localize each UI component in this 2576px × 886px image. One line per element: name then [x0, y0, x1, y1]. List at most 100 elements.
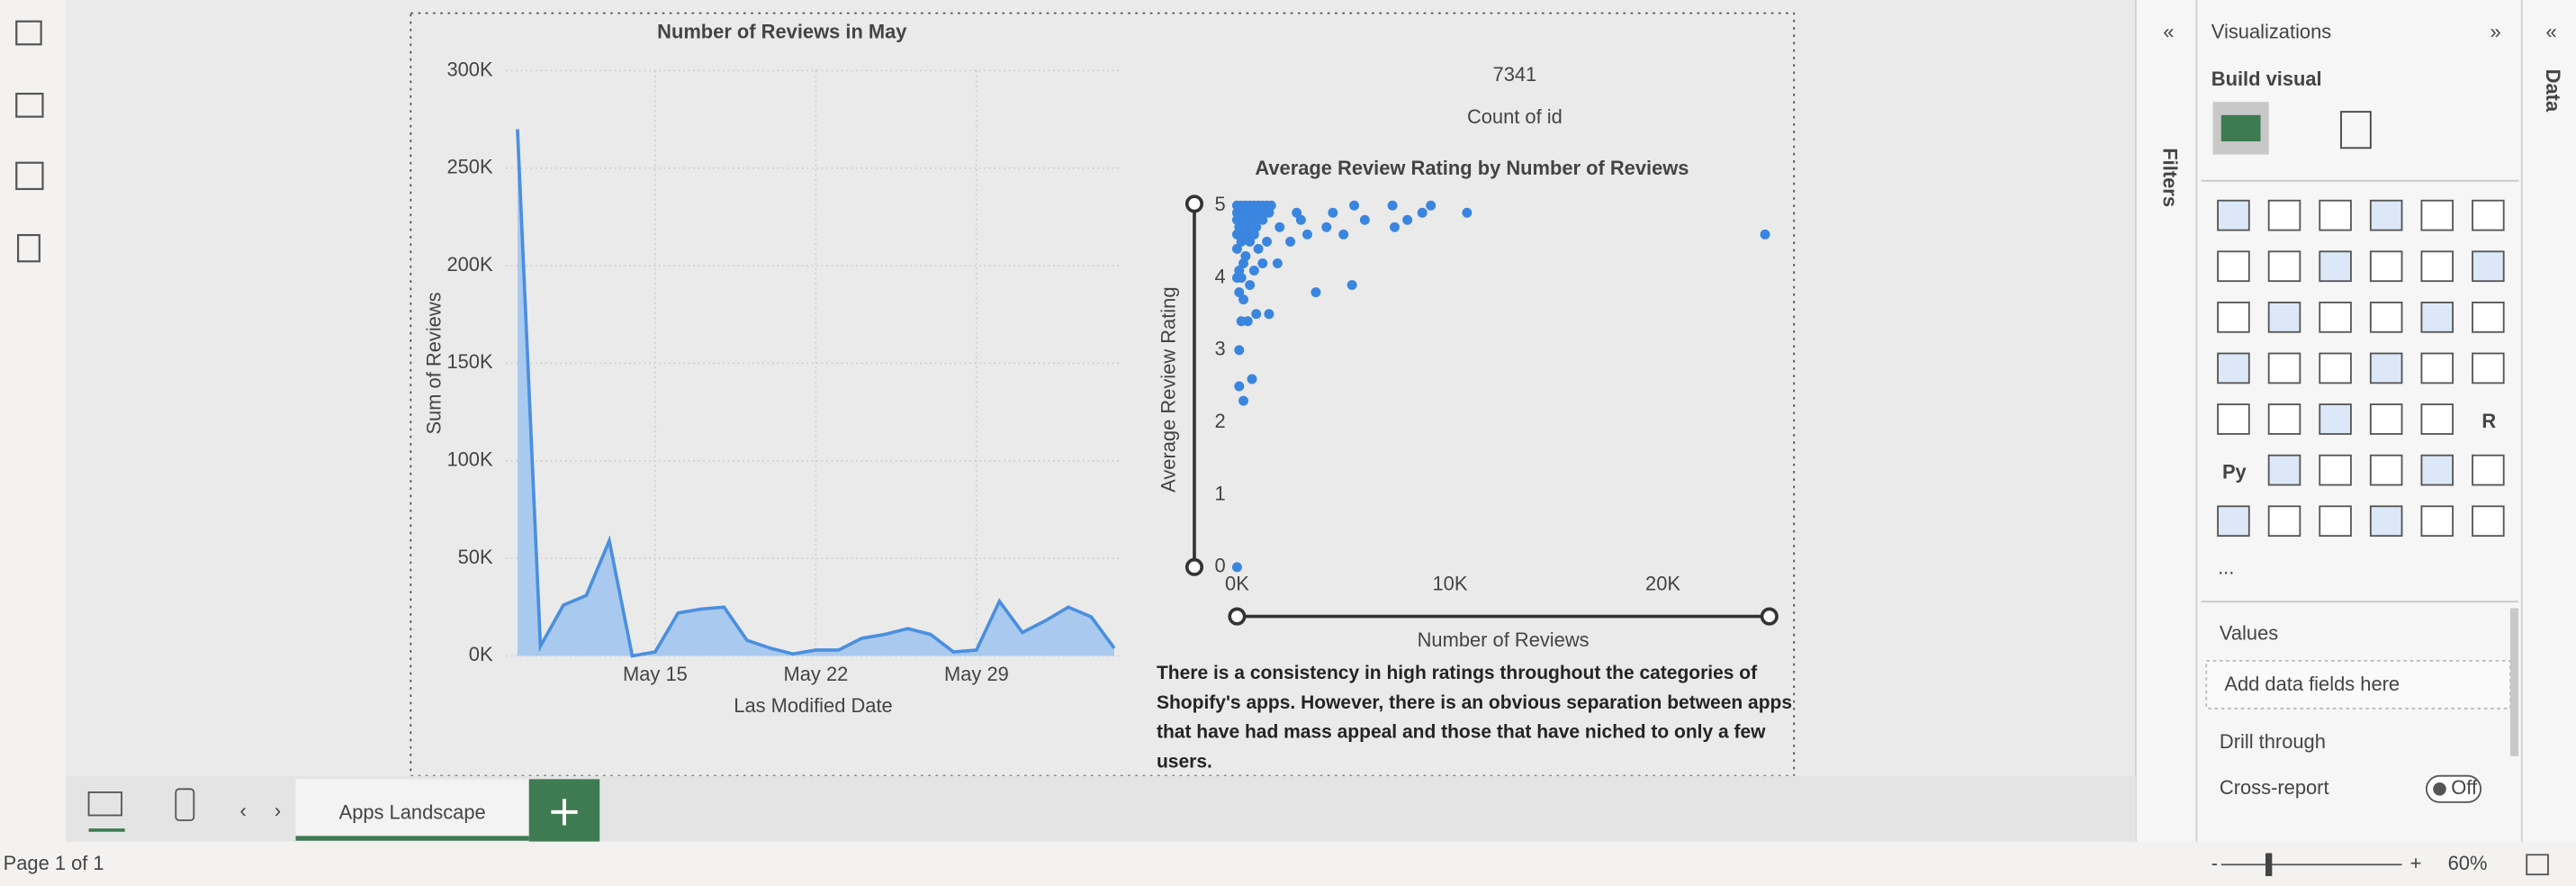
- slider-handle[interactable]: [1760, 607, 1779, 626]
- viz-icon[interactable]: [2369, 199, 2403, 231]
- viz-icon[interactable]: [2217, 301, 2250, 333]
- y-tick-label: 150K: [446, 350, 493, 373]
- slider-handle[interactable]: [1228, 607, 1247, 626]
- viz-icon[interactable]: [2267, 352, 2301, 384]
- viz-icon[interactable]: [2217, 352, 2250, 384]
- viz-icon-label[interactable]: R: [2481, 410, 2496, 432]
- page-tab-label: Apps Landscape: [339, 800, 486, 823]
- tab-scroll-right[interactable]: ›: [275, 800, 281, 822]
- viz-icon[interactable]: [2420, 301, 2454, 333]
- viz-icon[interactable]: [2319, 403, 2352, 435]
- textbox-frame: There is a consistency in high ratings t…: [1157, 664, 1792, 773]
- viz-icon[interactable]: [2217, 250, 2250, 283]
- viz-icon[interactable]: [2319, 352, 2352, 384]
- desktop-view-icon[interactable]: [87, 791, 122, 817]
- viz-icon[interactable]: [2369, 250, 2403, 283]
- scatter-zoom-sliders: [1184, 194, 1779, 626]
- viz-icon[interactable]: [2472, 199, 2505, 231]
- y-tick-label: 0: [1214, 555, 1225, 577]
- viz-icon[interactable]: [2420, 352, 2454, 384]
- viz-icon[interactable]: [2267, 199, 2301, 231]
- scatter-point: [1295, 214, 1306, 225]
- more-visuals[interactable]: ...: [2218, 556, 2234, 578]
- viz-icon[interactable]: [2267, 454, 2301, 486]
- add-fields-hint: Add data fields here: [2224, 673, 2400, 695]
- y-tick-label: 250K: [446, 156, 493, 178]
- viz-icon[interactable]: [2420, 403, 2454, 435]
- dax-view-icon[interactable]: [16, 233, 41, 263]
- scatter-point: [1236, 236, 1247, 247]
- report-view-icon[interactable]: [15, 20, 42, 46]
- y-axis-title: Average Review Rating: [1157, 286, 1179, 492]
- slider-handle[interactable]: [1184, 194, 1203, 213]
- fit-page-icon[interactable]: [2526, 854, 2549, 876]
- drill-through-label: Drill through: [2220, 730, 2326, 753]
- viz-icon[interactable]: [2319, 199, 2352, 231]
- area-fill: [517, 129, 1114, 656]
- values-well[interactable]: [2205, 659, 2511, 710]
- viz-icon[interactable]: [2369, 301, 2403, 333]
- toggle-knob: [2433, 782, 2446, 796]
- viz-icon[interactable]: [2319, 250, 2352, 283]
- viz-icon[interactable]: [2369, 454, 2403, 486]
- zoom-in[interactable]: +: [2410, 852, 2422, 874]
- viz-icon-label[interactable]: Py: [2222, 461, 2247, 484]
- line: [516, 129, 1116, 658]
- viz-icon[interactable]: [2217, 199, 2250, 231]
- tab-scroll-left[interactable]: ‹: [239, 800, 246, 822]
- viz-icon[interactable]: [2472, 301, 2505, 333]
- viz-icon[interactable]: [2420, 199, 2454, 231]
- viz-icon[interactable]: [2420, 250, 2454, 283]
- scrollbar[interactable]: [2509, 608, 2519, 756]
- scatter-point: [1245, 236, 1256, 247]
- viz-icon[interactable]: [2267, 301, 2301, 333]
- scatter-point: [1389, 222, 1400, 232]
- collapse-icon[interactable]: «: [2163, 20, 2174, 42]
- y-tick-label: 100K: [446, 448, 493, 471]
- scatter-point: [1311, 287, 1321, 298]
- viz-icon[interactable]: [2420, 505, 2454, 538]
- data-pane-label[interactable]: Data: [2542, 69, 2564, 113]
- model-view-icon[interactable]: [15, 161, 44, 191]
- viz-icon[interactable]: [2217, 403, 2250, 435]
- table-view-icon[interactable]: [15, 92, 44, 118]
- slider-handle[interactable]: [1184, 557, 1203, 576]
- scatter-point: [1231, 243, 1242, 254]
- toggle-state: Off: [2451, 776, 2478, 799]
- card-value: 7341: [1493, 63, 1537, 86]
- zoom-out[interactable]: -: [2211, 852, 2218, 874]
- format-visual-icon[interactable]: [2340, 111, 2372, 149]
- page-tab[interactable]: [295, 779, 529, 842]
- viz-icon[interactable]: [2267, 505, 2301, 538]
- viz-icon[interactable]: [2267, 250, 2301, 283]
- scatter-point: [1234, 381, 1245, 392]
- cross-report-toggle[interactable]: [2425, 774, 2482, 803]
- viz-icon[interactable]: [2420, 454, 2454, 486]
- viz-icon[interactable]: [2217, 505, 2250, 538]
- y-tick-label: 50K: [458, 546, 493, 568]
- viz-icon[interactable]: [2267, 403, 2301, 435]
- viz-icon[interactable]: [2369, 403, 2403, 435]
- y-tick-label: 0K: [469, 643, 493, 665]
- viz-icon[interactable]: [2472, 352, 2505, 384]
- y-tick-label: 1: [1214, 482, 1225, 504]
- viz-icon[interactable]: [2319, 301, 2352, 333]
- scatter-point: [1302, 229, 1312, 240]
- viz-icon[interactable]: [2319, 505, 2352, 538]
- viz-icon[interactable]: [2369, 352, 2403, 384]
- collapse-icon[interactable]: «: [2546, 20, 2557, 42]
- zoom-thumb[interactable]: [2265, 853, 2273, 877]
- viz-icon[interactable]: [2472, 454, 2505, 486]
- viz-icon[interactable]: [2319, 454, 2352, 486]
- build-visual-label: Build visual: [2211, 68, 2322, 90]
- collapse-icon[interactable]: »: [2490, 20, 2500, 42]
- scatter-point: [1402, 214, 1413, 225]
- filters-pane-label[interactable]: Filters: [2159, 148, 2182, 207]
- scatter-point: [1760, 229, 1770, 240]
- mobile-view-icon[interactable]: [175, 788, 195, 821]
- viz-icon[interactable]: [2472, 505, 2505, 538]
- viz-icon[interactable]: [2472, 250, 2505, 283]
- zoom-level: 60%: [2448, 852, 2488, 874]
- viz-icon[interactable]: [2369, 505, 2403, 538]
- x-tick-label: May 22: [784, 663, 849, 685]
